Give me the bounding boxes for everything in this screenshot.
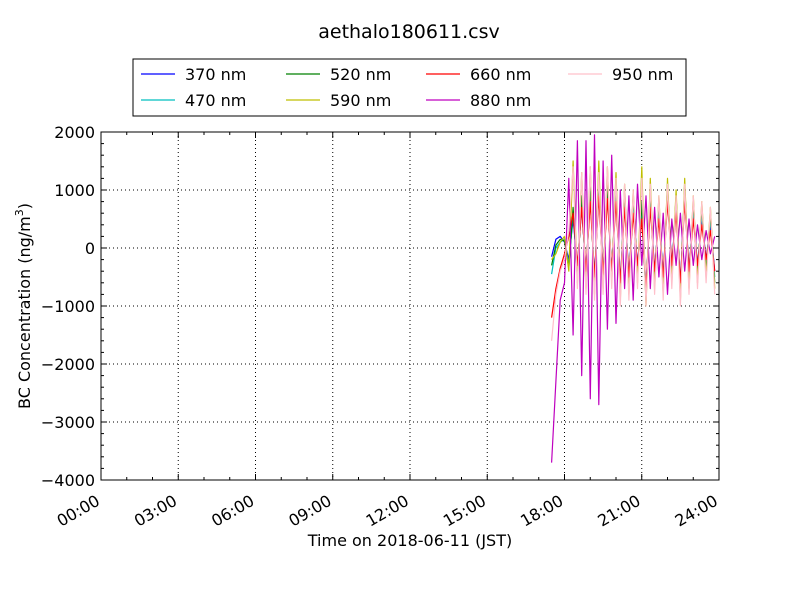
series-line-880-nm bbox=[551, 134, 716, 463]
y-tick-label: −4000 bbox=[41, 471, 95, 490]
legend-box bbox=[132, 58, 687, 117]
x-tick-labels: 00:00 03:00 06:00 09:00 12:00 15:00 18:00 21:00… bbox=[54, 491, 721, 531]
x-tick-label: 18:00 bbox=[517, 491, 566, 531]
x-tick-label: 06:00 bbox=[208, 491, 257, 531]
y-tick-label: 0 bbox=[85, 239, 95, 258]
series-line-950-nm bbox=[551, 166, 716, 341]
chart-title: aethalo180611.csv bbox=[318, 21, 500, 43]
y-tick-label: −1000 bbox=[41, 297, 95, 316]
legend-label: 470 nm bbox=[185, 91, 246, 110]
x-tick-label: 21:00 bbox=[594, 491, 643, 531]
legend-label: 590 nm bbox=[330, 91, 391, 110]
y-tick-label: 1000 bbox=[54, 181, 95, 200]
x-tick-label: 12:00 bbox=[363, 491, 412, 531]
y-tick-label: 2000 bbox=[54, 123, 95, 142]
series-lines bbox=[551, 134, 716, 463]
legend-label: 370 nm bbox=[185, 65, 246, 84]
legend-label: 950 nm bbox=[612, 65, 673, 84]
x-tick-label: 09:00 bbox=[285, 491, 334, 531]
y-axis-label-main: BC Concentration (ng/m bbox=[15, 216, 34, 409]
x-axis-label: Time on 2018-06-11 (JST) bbox=[307, 531, 512, 550]
y-tick-label: −2000 bbox=[41, 355, 95, 374]
legend-label: 520 nm bbox=[330, 65, 391, 84]
legend-label: 880 nm bbox=[470, 91, 531, 110]
x-tick-label: 24:00 bbox=[672, 491, 721, 531]
legend: 370 nm 470 nm 520 nm 590 nm 660 nm 880 nm 950 … bbox=[132, 58, 687, 117]
y-axis-label: BC Concentration (ng/m3) bbox=[13, 203, 34, 409]
x-tick-label: 03:00 bbox=[131, 491, 180, 531]
x-tick-label: 00:00 bbox=[54, 491, 103, 531]
y-tick-labels: 2000 1000 0 −1000 −2000 −3000 −4000 bbox=[41, 123, 95, 490]
grid-lines bbox=[100, 131, 720, 481]
y-tick-label: −3000 bbox=[41, 413, 95, 432]
y-axis-label-sup: 3 bbox=[13, 209, 26, 216]
legend-label: 660 nm bbox=[470, 65, 531, 84]
axis-ticks bbox=[100, 131, 720, 481]
y-axis-label-end: ) bbox=[15, 203, 34, 209]
x-tick-label: 15:00 bbox=[440, 491, 489, 531]
